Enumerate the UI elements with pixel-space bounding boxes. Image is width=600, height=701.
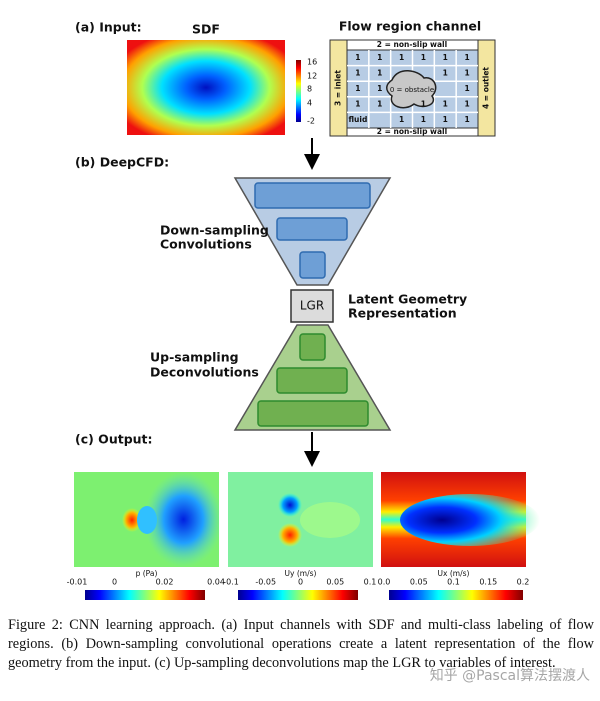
up-label: Up-sampling <box>150 350 239 365</box>
top-wall-label: 2 = non-slip wall <box>377 40 447 49</box>
watermark: 知乎 @Pascal算法摆渡人 <box>429 668 590 684</box>
cell-label: 1 <box>443 100 448 109</box>
colorbar-tick: 0.04 <box>207 578 225 587</box>
colorbar <box>85 590 205 600</box>
lgr-box <box>290 289 334 323</box>
lgr-text: LGR <box>300 299 324 313</box>
cell-label: 1 <box>464 115 469 124</box>
deconv-block <box>257 400 369 427</box>
panel-label: Uy (m/s) <box>285 569 317 578</box>
pressure-map <box>74 472 219 567</box>
cell-label: 1 <box>377 68 382 77</box>
panel-label: p (Pa) <box>136 569 158 578</box>
conv-block <box>299 251 326 279</box>
cell-label: 1 <box>443 115 448 124</box>
cell-label: 1 <box>421 100 426 109</box>
conv-block <box>254 182 371 209</box>
cell-label: 1 <box>355 100 360 109</box>
colorbar-tick: 0.15 <box>479 578 497 587</box>
cell-label: 1 <box>355 84 360 93</box>
sdf-map <box>127 40 285 135</box>
colorbar-tick: 0 <box>298 578 303 587</box>
colorbar-tick: 8 <box>307 85 312 94</box>
cell-label: 1 <box>421 53 426 62</box>
colorbar-tick: 0 <box>112 578 117 587</box>
colorbar <box>389 590 523 600</box>
section-label: (a) Input: <box>75 20 142 35</box>
colorbar-tick: 16 <box>307 58 317 67</box>
colorbar-tick: -0.1 <box>223 578 239 587</box>
cell-label: fluid <box>348 115 367 124</box>
obstacle-label: 0 = obstacle <box>390 86 434 94</box>
colorbar-tick: 12 <box>307 72 317 81</box>
cell-label: 1 <box>443 53 448 62</box>
cell-label: 1 <box>355 68 360 77</box>
cell-label: 1 <box>399 115 404 124</box>
cell-label: 1 <box>464 68 469 77</box>
cell-label: 1 <box>355 53 360 62</box>
caption: Figure 2: CNN learning approach. (a) Inp… <box>8 617 594 671</box>
grid-labels: 1 1 1 1 1 1 1 1 1 1 1 1 1 1 1 1 1 1 fluid 1 1 1 1 <box>348 53 469 124</box>
outlet-label: 4 = outlet <box>482 67 491 109</box>
ux-map <box>381 472 540 567</box>
sdf-title: SDF <box>192 22 220 37</box>
down-label: Down-sampling <box>160 223 269 238</box>
output-legends: p (Pa) -0.01 0 0.02 0.04 Uy (m/s) -0.1 -0.05 0 0.… <box>67 569 530 600</box>
down-label: Convolutions <box>160 237 252 252</box>
colorbar-tick: 0.05 <box>326 578 344 587</box>
obstacle-shape <box>386 70 437 109</box>
cell-label: 1 <box>377 53 382 62</box>
cell-label: 1 <box>377 100 382 109</box>
colorbar-tick: 0.0 <box>378 578 391 587</box>
colorbar-tick: -2 <box>307 117 315 126</box>
cell-label: 1 <box>464 100 469 109</box>
panel-label: Ux (m/s) <box>438 569 470 578</box>
cell-label: 1 <box>399 53 404 62</box>
sdf-colorbar <box>296 60 301 122</box>
section-label: (b) DeepCFD: <box>75 155 169 170</box>
channel-title: Flow region channel <box>339 19 481 34</box>
lgr-label: Representation <box>348 306 457 321</box>
sdf-ticks: 16 12 8 4 -2 <box>307 58 317 126</box>
inlet-label: 3 = inlet <box>334 70 343 106</box>
colorbar-tick: 0.02 <box>156 578 174 587</box>
colorbar <box>238 590 358 600</box>
colorbar-tick: 0.1 <box>364 578 377 587</box>
figure: (a) Input: SDF 16 12 8 4 -2 Flow region chan… <box>67 19 540 600</box>
deconv-block <box>276 367 348 394</box>
colorbar-tick: 0.2 <box>517 578 530 587</box>
cell-label: 1 <box>377 84 382 93</box>
colorbar-tick: 0.1 <box>447 578 460 587</box>
cell-label: 1 <box>443 68 448 77</box>
colorbar-tick: -0.01 <box>67 578 88 587</box>
lgr-label: Latent Geometry <box>348 292 467 307</box>
colorbar-tick: 4 <box>307 99 312 108</box>
uy-map <box>228 472 373 567</box>
cell-label: 1 <box>464 53 469 62</box>
bottom-wall-label: 2 = non-slip wall <box>377 127 447 136</box>
up-label: Deconvolutions <box>150 365 259 380</box>
conv-block <box>276 217 348 241</box>
colorbar-tick: -0.05 <box>255 578 276 587</box>
deconv-block <box>299 333 326 361</box>
colorbar-tick: 0.05 <box>410 578 428 587</box>
cell-label: 1 <box>421 115 426 124</box>
cell-label: 1 <box>464 84 469 93</box>
section-label: (c) Output: <box>75 432 153 447</box>
